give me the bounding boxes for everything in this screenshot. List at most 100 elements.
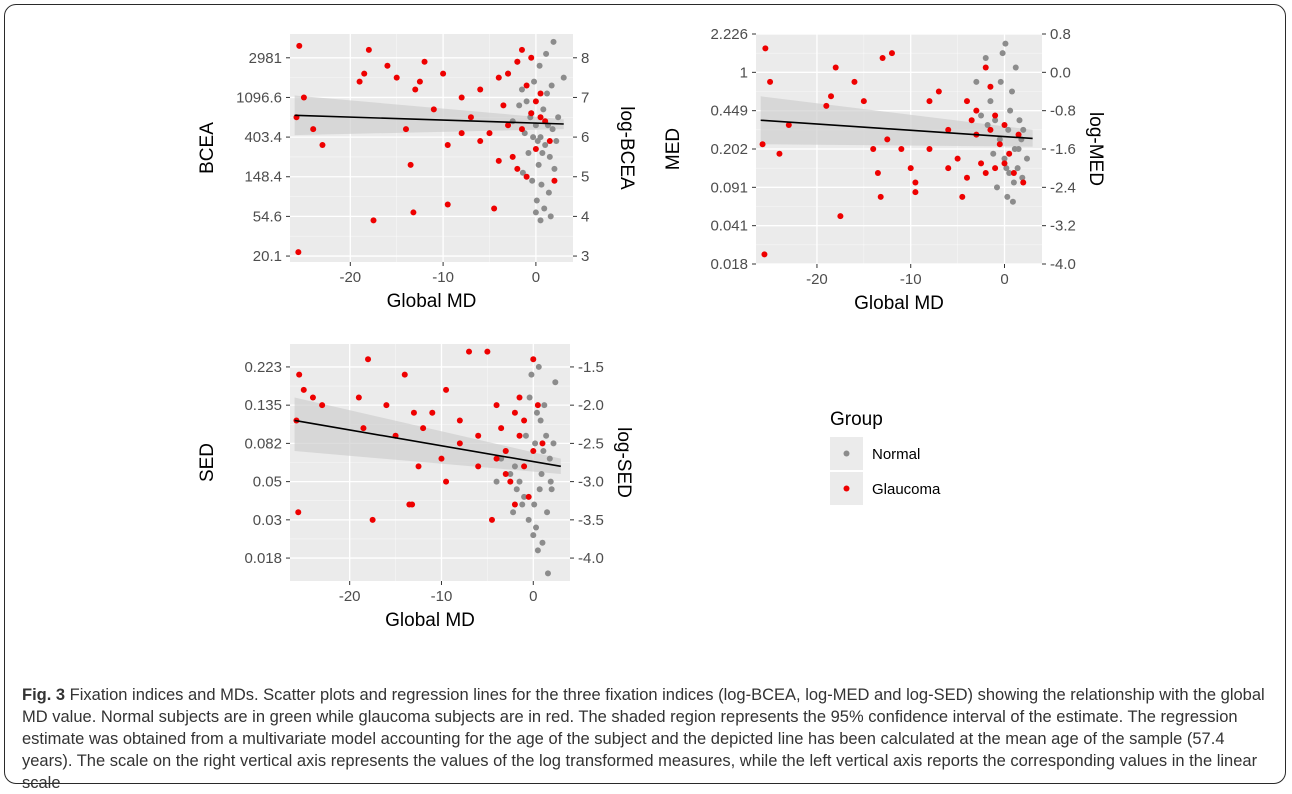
panel-1-y-tick-label-right: 3	[581, 248, 589, 265]
caption-text: Fixation indices and MDs. Scatter plots …	[22, 686, 1265, 792]
panel-1-point-normal	[546, 153, 553, 160]
panel-2-y-axis-title-right: log-MED	[1085, 112, 1106, 186]
panel-3-y-axis-title-right: log-SED	[613, 427, 634, 498]
panel-1-point-glaucoma	[518, 46, 525, 53]
panel-1-point-normal	[533, 197, 540, 204]
panel-2-point-glaucoma	[879, 54, 886, 61]
panel-2-point-glaucoma	[762, 45, 769, 52]
panel-1-point-glaucoma	[356, 78, 363, 85]
panel-1-point-normal	[529, 177, 536, 184]
panel-2-y-tick-label-right: 0.0	[1050, 64, 1071, 81]
panel-2-point-glaucoma	[926, 98, 933, 105]
panel-1-x-axis-title: Global MD	[387, 291, 477, 312]
panel-3-y-tick-label-right: -3.0	[578, 474, 604, 491]
panel-1-point-glaucoma	[477, 138, 484, 145]
panel-1-x-tick-label: 0	[532, 269, 540, 286]
panel-2-y-tick-label-right: -4.0	[1050, 256, 1076, 273]
panel-3-point-normal	[531, 501, 538, 508]
panel-3-point-normal	[548, 486, 555, 493]
panel-2-point-glaucoma	[1015, 131, 1022, 138]
panel-2-point-glaucoma	[860, 98, 867, 105]
panel-2-point-normal	[1007, 107, 1014, 114]
panel-1-point-glaucoma	[310, 126, 317, 133]
panel-1-point-normal	[560, 74, 567, 81]
panel-2-regression-line	[760, 119, 1033, 140]
panel-1-point-normal	[516, 102, 523, 109]
panel-2-point-glaucoma	[963, 98, 970, 105]
panel-1-point-glaucoma	[505, 70, 512, 77]
panel-2-point-glaucoma	[996, 141, 1003, 148]
panel-1-point-glaucoma	[430, 106, 437, 113]
panel-3-point-glaucoma	[410, 409, 417, 416]
panel-2-point-normal	[990, 150, 997, 157]
panel-2-point-normal	[1005, 126, 1012, 133]
panel-3-point-normal	[526, 394, 533, 401]
panel-2-point-glaucoma	[874, 169, 881, 176]
panel-2-point-normal	[1020, 126, 1027, 133]
panel-1-point-normal	[536, 62, 543, 69]
panel-1-point-normal	[535, 161, 542, 168]
panel-2-point-normal	[978, 112, 985, 119]
panel-3-point-glaucoma	[507, 478, 514, 485]
panel-1-point-glaucoma	[500, 102, 507, 109]
panel-2-point-glaucoma	[759, 141, 766, 148]
panel-3-point-glaucoma	[475, 463, 482, 470]
panel-3-x-tick-label: -20	[339, 588, 361, 605]
panel-1-point-normal	[541, 205, 548, 212]
panel-3-point-glaucoma	[502, 448, 509, 455]
legend-key-glaucoma	[843, 485, 850, 492]
panel-3-point-normal	[530, 532, 537, 539]
panel-1-point-glaucoma	[296, 42, 303, 49]
panel-1-point-glaucoma	[370, 217, 377, 224]
legend-key-normal	[843, 450, 850, 457]
panel-1-point-glaucoma	[546, 138, 553, 145]
panel-2-x-axis-title: Global MD	[854, 293, 944, 314]
panel-1-point-normal	[532, 209, 539, 216]
panel-3-point-glaucoma	[295, 509, 302, 516]
panel-1-point-glaucoma	[518, 126, 525, 133]
panel-2-point-glaucoma	[935, 88, 942, 95]
panel-3-point-normal	[543, 432, 550, 439]
panel-1-point-normal	[531, 78, 538, 85]
panel-3-point-glaucoma	[502, 470, 509, 477]
panel-2-point-glaucoma	[870, 146, 877, 152]
panel-3-point-glaucoma	[521, 463, 528, 470]
panel-1-point-glaucoma	[491, 205, 498, 212]
panel-2-point-glaucoma	[1010, 169, 1017, 176]
panel-2-point-glaucoma	[945, 126, 952, 133]
panel-3-point-normal	[533, 524, 540, 531]
panel-3-point-normal	[535, 363, 542, 370]
panel-2-point-normal	[999, 50, 1006, 57]
panel-3-x-tick-label: 0	[529, 588, 537, 605]
panel-2-point-normal	[1012, 64, 1019, 71]
panel-1-point-glaucoma	[505, 122, 512, 129]
panel-1-point-normal	[539, 149, 546, 156]
panel-3-point-normal	[539, 539, 546, 546]
panel-1-point-normal	[525, 149, 532, 156]
figure-plots: -20 -10 0 20.1 3 54.6 4 148.4 5 403.4 6 1096.6 7 2981…	[197, 26, 1106, 631]
panel-1-y-tick-label-left: 1096.6	[236, 89, 282, 106]
panel-1-point-normal	[555, 114, 562, 121]
panel-3-point-normal	[541, 402, 548, 409]
panel-3-point-glaucoma	[498, 425, 505, 432]
panel-2-point-glaucoma	[823, 102, 830, 109]
panel-3-point-normal	[534, 547, 541, 554]
panel-1-point-glaucoma	[384, 62, 391, 69]
panel-1-point-glaucoma	[300, 94, 307, 101]
panel-2-point-glaucoma	[912, 189, 919, 196]
panel-3-y-tick-label-right: -3.5	[578, 512, 604, 529]
panel-2-point-normal	[984, 122, 991, 129]
panel-1-point-glaucoma	[444, 142, 451, 149]
panel-3-point-glaucoma	[443, 478, 450, 485]
panel-1-point-glaucoma	[514, 165, 521, 172]
panel-2-point-normal	[1004, 193, 1011, 200]
panel-1-point-glaucoma	[537, 90, 544, 97]
panel-3-point-glaucoma	[355, 394, 362, 401]
panel-1-point-glaucoma	[532, 145, 539, 152]
panel-1-point-normal	[537, 217, 544, 224]
panel-3-point-glaucoma	[493, 455, 500, 462]
panel-2-point-glaucoma	[851, 78, 858, 85]
panel-3-x-tick-label: -10	[431, 588, 453, 605]
panel-2-point-glaucoma	[837, 213, 844, 220]
panel-3-point-normal	[544, 509, 551, 516]
